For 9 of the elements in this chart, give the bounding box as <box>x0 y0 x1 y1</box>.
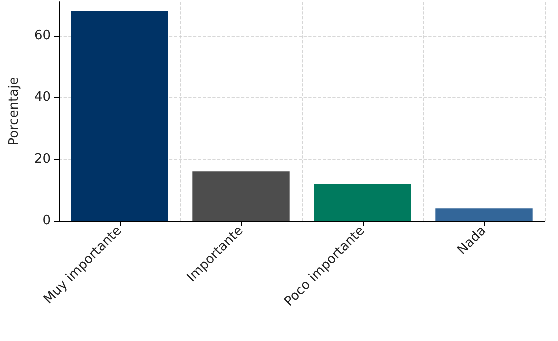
y-tick-label: 0 <box>42 214 51 228</box>
y-tick-label: 40 <box>34 90 51 106</box>
y-tick-label: 60 <box>34 28 51 44</box>
bar <box>71 11 168 221</box>
bar <box>192 172 290 221</box>
bar <box>436 208 533 221</box>
y-axis-title: Porcentaje <box>7 77 22 146</box>
bar <box>314 184 412 221</box>
y-tick-label: 20 <box>34 152 51 167</box>
